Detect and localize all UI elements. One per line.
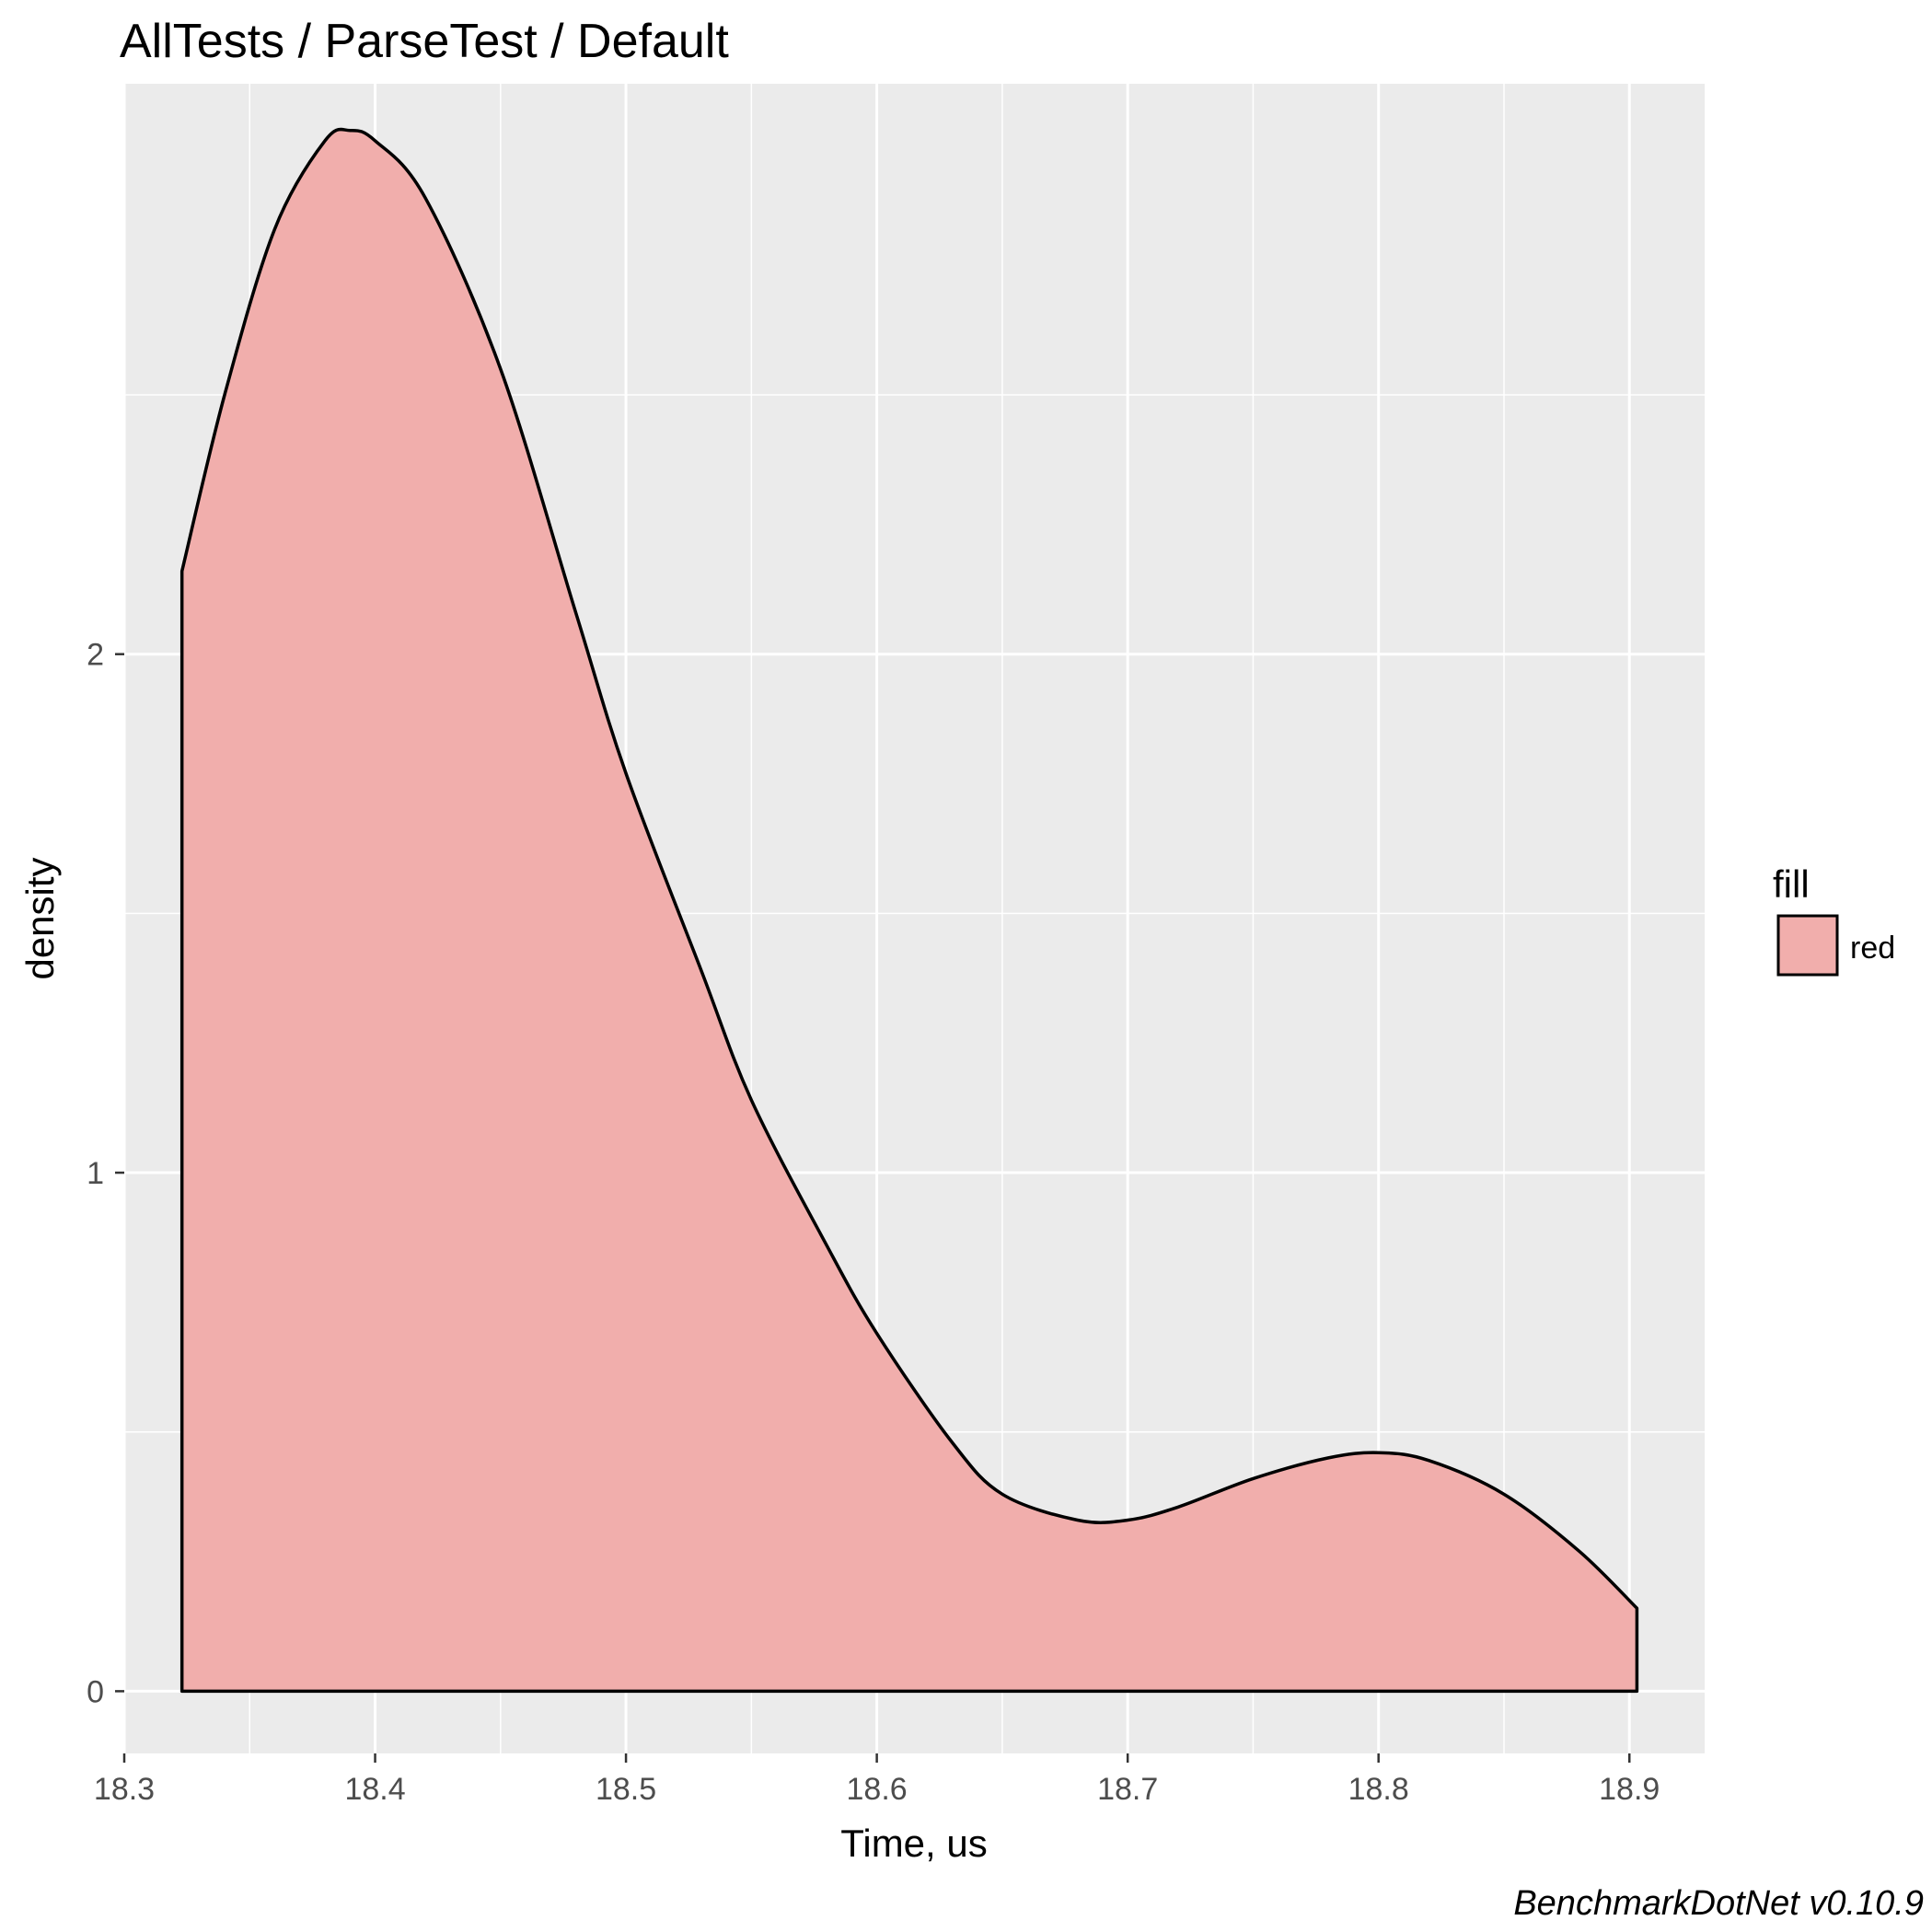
- caption: BenchmarkDotNet v0.10.9: [1513, 1884, 1924, 1923]
- legend: fill red: [1773, 862, 1895, 977]
- legend-label-red: red: [1850, 931, 1895, 966]
- x-axis: 18.3 18.4 18.5 18.6 18.7 18.8 18.9: [94, 1753, 1660, 1807]
- chart-title: AllTests / ParseTest / Default: [120, 15, 729, 68]
- y-axis-title: density: [18, 857, 62, 979]
- x-tick-label: 18.4: [344, 1772, 405, 1807]
- y-tick-label: 1: [87, 1156, 104, 1191]
- x-tick-label: 18.6: [847, 1772, 908, 1807]
- legend-swatch-red: [1776, 914, 1839, 977]
- x-axis-title: Time, us: [840, 1822, 987, 1865]
- y-tick-label: 2: [87, 638, 104, 673]
- x-tick-label: 18.8: [1348, 1772, 1409, 1807]
- x-tick-label: 18.7: [1097, 1772, 1158, 1807]
- x-tick-label: 18.5: [596, 1772, 656, 1807]
- density-area: [179, 127, 1639, 1694]
- y-tick-label: 0: [87, 1674, 104, 1709]
- x-tick-label: 18.3: [94, 1772, 155, 1807]
- x-tick-label: 18.9: [1599, 1772, 1660, 1807]
- y-axis: 0 1 2: [87, 638, 124, 1709]
- legend-title: fill: [1773, 862, 1810, 906]
